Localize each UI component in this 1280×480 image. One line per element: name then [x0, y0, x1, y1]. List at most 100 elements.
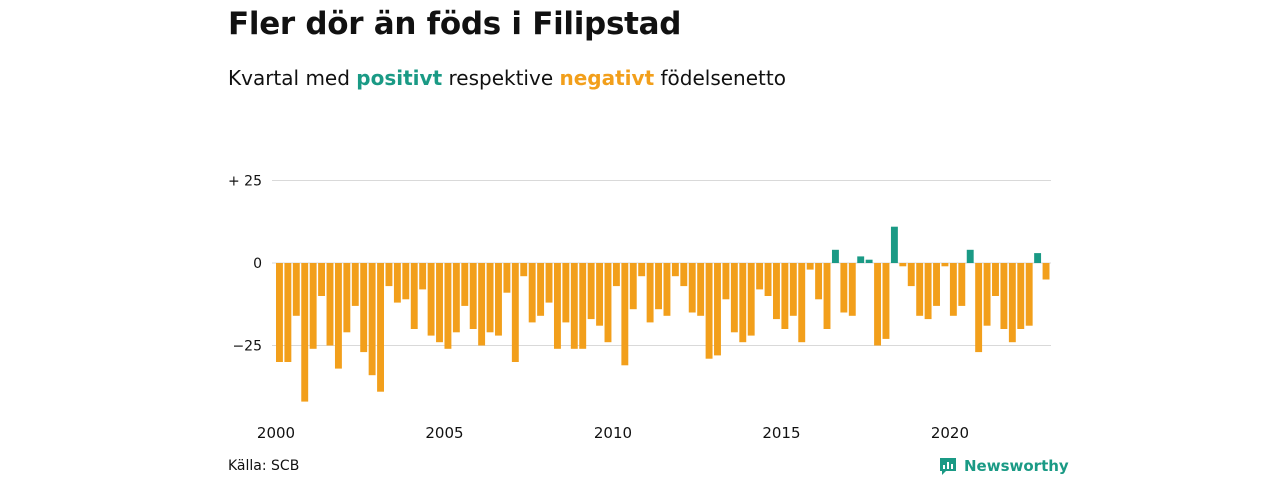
bar	[890, 226, 898, 263]
bar	[865, 259, 873, 263]
subtitle-positive-label: positivt	[356, 66, 443, 90]
bar	[276, 263, 283, 362]
chart-title: Fler dör än föds i Filipstad	[228, 6, 682, 42]
bar	[419, 263, 427, 290]
bar	[629, 263, 637, 310]
bar	[402, 263, 410, 300]
bar	[284, 263, 292, 362]
newsworthy-logo-icon	[940, 458, 956, 475]
bar	[655, 263, 662, 310]
bar	[705, 263, 713, 359]
bar	[537, 263, 545, 316]
bar	[638, 263, 646, 277]
bar	[747, 263, 755, 336]
x-tick-label: 2000	[257, 424, 295, 442]
bar	[427, 263, 435, 336]
bar-chart: + 25 0 −25 2000 2005 2010 2015 2020	[228, 174, 1051, 442]
bar	[596, 263, 604, 326]
subtitle-prefix: Kvartal med	[228, 66, 350, 90]
bar	[1017, 263, 1025, 329]
bar	[773, 263, 780, 320]
bar	[983, 263, 991, 326]
bar	[874, 263, 882, 346]
bar	[992, 263, 999, 296]
bar	[798, 263, 806, 343]
bar	[309, 263, 317, 349]
bar	[587, 263, 595, 320]
bar	[1034, 253, 1042, 263]
bar	[815, 263, 823, 300]
bar	[545, 263, 553, 303]
bar	[292, 263, 300, 316]
bar	[570, 263, 578, 349]
bar	[941, 263, 949, 267]
bar	[949, 263, 957, 316]
bar	[975, 263, 983, 353]
bar	[360, 263, 368, 353]
bar	[907, 263, 915, 287]
bar	[444, 263, 452, 349]
bar	[612, 263, 620, 287]
bar	[621, 263, 629, 366]
bar	[933, 263, 940, 306]
bar	[528, 263, 536, 323]
bar	[823, 263, 831, 329]
brand-name: Newsworthy	[964, 457, 1069, 475]
bar	[663, 263, 671, 316]
subtitle-negative-label: negativt	[559, 66, 655, 90]
bar	[318, 263, 326, 296]
bar	[882, 263, 890, 339]
bar	[671, 263, 679, 277]
x-tick-label: 2020	[931, 424, 969, 442]
x-tick-label: 2010	[594, 424, 632, 442]
bar	[469, 263, 477, 329]
bar	[1042, 263, 1050, 280]
bar	[848, 263, 856, 316]
bar	[503, 263, 511, 293]
bar	[511, 263, 519, 362]
bar	[410, 263, 418, 329]
bar	[806, 263, 814, 270]
y-tick-label: + 25	[228, 174, 262, 190]
x-tick-label: 2005	[425, 424, 463, 442]
x-tick-label: 2015	[762, 424, 800, 442]
y-axis-ticks: + 25 0 −25	[228, 174, 262, 355]
bar	[562, 263, 570, 323]
bar	[840, 263, 848, 313]
bar	[781, 263, 789, 329]
bar	[326, 263, 334, 346]
bar	[646, 263, 654, 323]
y-tick-label: 0	[253, 256, 262, 272]
bar	[486, 263, 494, 333]
bar	[688, 263, 696, 313]
x-axis-ticks: 2000 2005 2010 2015 2020	[257, 424, 969, 442]
newsworthy-logo[interactable]: Newsworthy	[938, 456, 1069, 476]
bar	[553, 263, 561, 349]
bar	[478, 263, 486, 346]
bar	[789, 263, 797, 316]
bar	[680, 263, 688, 287]
bar	[831, 249, 839, 263]
bar	[461, 263, 469, 306]
bar	[343, 263, 351, 333]
subtitle-suffix: födelsenetto	[660, 66, 786, 90]
bar	[334, 263, 342, 369]
bar	[377, 263, 384, 392]
bar	[495, 263, 502, 336]
bar	[385, 263, 393, 287]
bar	[756, 263, 764, 290]
bar	[764, 263, 772, 296]
bar	[722, 263, 730, 300]
bar	[436, 263, 443, 343]
bar	[1000, 263, 1008, 329]
bar	[520, 263, 528, 277]
bar	[393, 263, 401, 303]
bar	[924, 263, 932, 320]
source-note: Källa: SCB	[228, 458, 300, 474]
chart-subtitle: Kvartal med positivt respektive negativt…	[228, 66, 786, 90]
bar	[579, 263, 587, 349]
bar	[916, 263, 924, 316]
bar	[452, 263, 460, 333]
bar	[857, 256, 865, 263]
bar	[1025, 263, 1033, 326]
